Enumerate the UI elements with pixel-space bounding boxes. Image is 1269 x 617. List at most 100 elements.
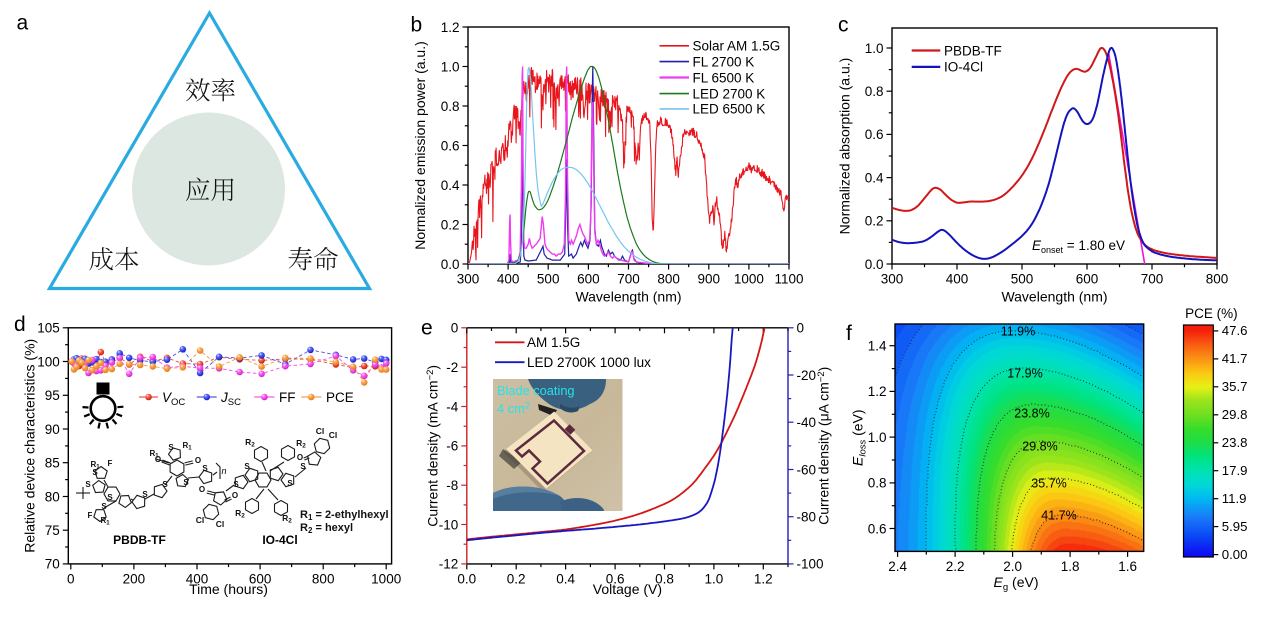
svg-text:Cl: Cl xyxy=(216,519,225,529)
svg-text:0.6: 0.6 xyxy=(606,571,625,586)
svg-text:-80: -80 xyxy=(797,510,817,525)
svg-text:Normalized absorption (a.u.): Normalized absorption (a.u.) xyxy=(837,58,853,235)
svg-text:Blade coating: Blade coating xyxy=(497,383,575,398)
svg-text:-8: -8 xyxy=(446,478,458,493)
svg-text:1.4: 1.4 xyxy=(868,339,887,354)
svg-text:70: 70 xyxy=(45,557,60,572)
svg-text:-100: -100 xyxy=(797,557,824,572)
svg-text:R2 = hexyl: R2 = hexyl xyxy=(300,522,353,535)
svg-text:R1: R1 xyxy=(100,516,110,527)
svg-text:e: e xyxy=(421,317,433,340)
svg-text:300: 300 xyxy=(457,272,480,287)
svg-text:S: S xyxy=(101,502,107,511)
svg-text:Time (hours): Time (hours) xyxy=(189,581,268,597)
svg-text:FL 2700 K: FL 2700 K xyxy=(693,54,755,69)
svg-text:-60: -60 xyxy=(797,462,817,477)
svg-text:0.8: 0.8 xyxy=(868,476,887,491)
svg-text:100: 100 xyxy=(37,354,60,369)
svg-text:S: S xyxy=(107,493,113,502)
svg-text:400: 400 xyxy=(946,272,969,287)
svg-text:LED 2700K 1000 lux: LED 2700K 1000 lux xyxy=(527,355,651,370)
svg-text:2.0: 2.0 xyxy=(1003,559,1022,574)
svg-text:1000: 1000 xyxy=(371,571,401,586)
svg-text:23.8%: 23.8% xyxy=(1014,407,1049,421)
svg-text:105: 105 xyxy=(37,321,60,336)
svg-text:a: a xyxy=(17,12,29,35)
svg-text:17.9%: 17.9% xyxy=(1007,367,1042,381)
svg-text:1.0: 1.0 xyxy=(441,59,460,74)
svg-text:-10: -10 xyxy=(439,517,459,532)
svg-text:0.00: 0.00 xyxy=(1222,547,1248,562)
svg-text:23.8: 23.8 xyxy=(1222,435,1248,450)
svg-text:200: 200 xyxy=(123,571,146,586)
svg-text:Voltage (V): Voltage (V) xyxy=(593,581,662,597)
svg-text:2.2: 2.2 xyxy=(946,559,965,574)
svg-text:0.0: 0.0 xyxy=(457,571,476,586)
svg-text:S: S xyxy=(287,479,293,488)
svg-text:0.6: 0.6 xyxy=(865,127,884,142)
svg-text:700: 700 xyxy=(617,272,640,287)
svg-text:0.0: 0.0 xyxy=(865,257,884,272)
svg-text:S: S xyxy=(183,478,189,487)
svg-text:Wavelength (nm): Wavelength (nm) xyxy=(575,289,681,305)
svg-text:5.95: 5.95 xyxy=(1222,519,1248,534)
svg-text:0.6: 0.6 xyxy=(868,521,887,536)
svg-text:0: 0 xyxy=(67,571,75,586)
svg-text:90: 90 xyxy=(45,422,60,437)
svg-text:1.8: 1.8 xyxy=(1061,559,1080,574)
svg-text:-6: -6 xyxy=(446,439,458,454)
svg-text:85: 85 xyxy=(45,456,60,471)
svg-text:29.8: 29.8 xyxy=(1222,407,1248,422)
svg-text:800: 800 xyxy=(1206,272,1229,287)
svg-text:PCE: PCE xyxy=(326,390,354,405)
svg-text:1.2: 1.2 xyxy=(754,571,773,586)
svg-text:Normalized emission power (a.u: Normalized emission power (a.u.) xyxy=(412,41,428,250)
svg-text:Solar AM 1.5G: Solar AM 1.5G xyxy=(693,39,781,54)
svg-text:Cl: Cl xyxy=(329,430,338,440)
svg-text:IO-4Cl: IO-4Cl xyxy=(944,60,983,75)
svg-text:700: 700 xyxy=(1141,272,1164,287)
svg-text:300: 300 xyxy=(881,272,904,287)
svg-text:R2: R2 xyxy=(235,508,245,520)
svg-text:95: 95 xyxy=(45,388,60,403)
svg-text:Relative device characteristic: Relative device characteristics (%) xyxy=(22,339,38,553)
svg-text:R2: R2 xyxy=(245,437,255,449)
svg-text:-2: -2 xyxy=(446,360,458,375)
svg-text:S: S xyxy=(233,480,239,489)
svg-text:-4: -4 xyxy=(446,399,458,414)
svg-text:4 cm2: 4 cm2 xyxy=(497,401,530,417)
svg-text:f: f xyxy=(846,322,852,345)
svg-text:S: S xyxy=(300,462,306,471)
svg-text:S: S xyxy=(202,464,208,473)
svg-text:500: 500 xyxy=(537,272,560,287)
svg-text:FF: FF xyxy=(279,390,296,405)
svg-text:1000: 1000 xyxy=(734,272,764,287)
svg-text:R1: R1 xyxy=(149,449,159,460)
svg-text:PBDB-TF: PBDB-TF xyxy=(944,43,1002,58)
svg-text:47.6: 47.6 xyxy=(1222,323,1248,338)
svg-text:1.2: 1.2 xyxy=(868,384,887,399)
svg-text:17.9: 17.9 xyxy=(1222,463,1248,478)
svg-text:600: 600 xyxy=(249,571,272,586)
svg-text:400: 400 xyxy=(497,272,520,287)
svg-text:800: 800 xyxy=(657,272,680,287)
svg-text:1.6: 1.6 xyxy=(1118,559,1137,574)
svg-text:0.4: 0.4 xyxy=(865,170,884,185)
svg-text:0.8: 0.8 xyxy=(441,99,460,114)
svg-text:600: 600 xyxy=(577,272,600,287)
svg-text:Eonset = 1.80 eV: Eonset = 1.80 eV xyxy=(1032,238,1125,255)
svg-text:R1 = 2-ethylhexyl: R1 = 2-ethylhexyl xyxy=(300,509,389,522)
svg-text:S: S xyxy=(92,468,98,477)
svg-text:0.8: 0.8 xyxy=(865,84,884,99)
svg-text:0.4: 0.4 xyxy=(556,571,575,586)
svg-text:0.0: 0.0 xyxy=(441,257,460,272)
svg-text:0: 0 xyxy=(797,321,805,336)
svg-text:R2: R2 xyxy=(282,513,292,525)
svg-text:600: 600 xyxy=(1076,272,1099,287)
svg-text:1.0: 1.0 xyxy=(868,430,887,445)
svg-text:900: 900 xyxy=(698,272,721,287)
svg-text:FL 6500 K: FL 6500 K xyxy=(693,70,755,85)
svg-text:JSC: JSC xyxy=(220,390,241,408)
svg-text:Current density (μA cm−2): Current density (μA cm−2) xyxy=(816,367,832,525)
svg-text:S: S xyxy=(244,462,250,471)
